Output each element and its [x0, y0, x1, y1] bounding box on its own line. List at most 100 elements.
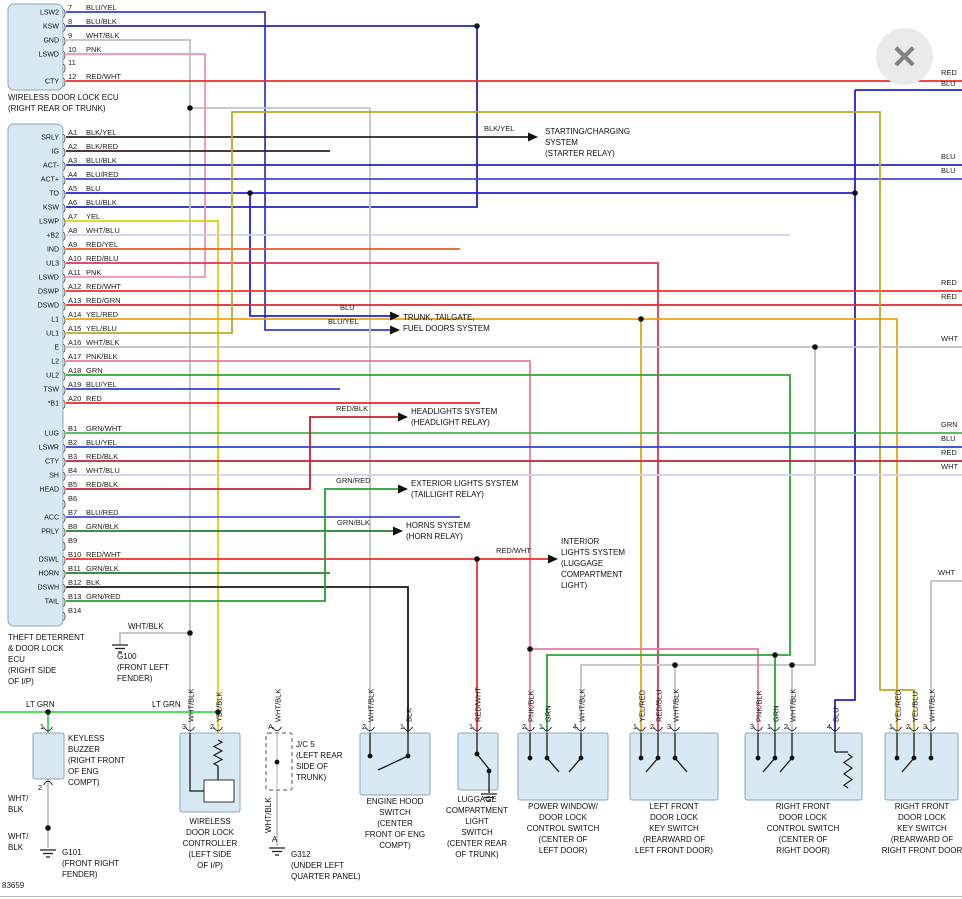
pin-bracket: ) — [63, 329, 66, 339]
system-arrow-icon — [390, 325, 400, 335]
pin-bracket-icon — [787, 726, 797, 732]
ground-label: QUARTER PANEL) — [291, 872, 361, 881]
ground-label: FENDER) — [62, 870, 98, 879]
contact-dot — [638, 755, 644, 761]
pin-signal: DSWH — [38, 585, 59, 592]
callout-text: HORNS SYSTEM — [406, 521, 470, 530]
pin-wire-label: BLU/YEL — [86, 3, 117, 12]
component-pin-number: 3 — [667, 722, 671, 731]
pin-bracket-icon — [576, 726, 586, 732]
contact-dot — [405, 753, 411, 759]
component-label: (CENTER OF — [779, 835, 828, 844]
wire-label: BLK/YEL — [484, 124, 514, 133]
component-label: DOOR LOCK — [650, 813, 699, 822]
pin-wire-label: BLU/YEL — [86, 380, 117, 389]
pin-bracket: ) — [63, 259, 66, 269]
wire — [834, 90, 856, 733]
ground-label: G101 — [62, 848, 82, 857]
pin-wire-label: BLU — [86, 184, 101, 193]
callout-text: LIGHT) — [561, 581, 588, 590]
pin-bracket: ) — [63, 485, 66, 495]
callout-text: LIGHTS SYSTEM — [561, 548, 625, 557]
pin-id: A1 — [68, 128, 77, 137]
callout-text: (HEADLIGHT RELAY) — [411, 418, 490, 427]
pin-signal: HEAD — [40, 487, 59, 494]
pin-bracket: ) — [63, 597, 66, 607]
component-label: LIGHT — [465, 817, 489, 826]
component-label: SWITCH — [461, 828, 493, 837]
component-pin-number: 4 — [573, 722, 577, 731]
wire-label: GRN/BLK — [337, 518, 370, 527]
pin-bracket: ) — [63, 611, 66, 621]
component-pin-wire-label: GRN — [544, 705, 553, 722]
pin-signal: DSWL — [39, 557, 59, 564]
contact-dot — [367, 753, 373, 759]
component-label: OF TRUNK) — [455, 850, 499, 859]
component-pin-number: 2 — [362, 722, 366, 731]
pin-bracket: ) — [63, 189, 66, 199]
pin-id: A15 — [68, 324, 81, 333]
pin-id: 9 — [68, 31, 72, 40]
callout-text: TRUNK, TAILGATE, — [403, 313, 475, 322]
wire-label: BLU/YEL — [328, 317, 359, 326]
wire — [66, 586, 409, 733]
edge-wire-label: BLU — [941, 152, 956, 161]
pin-wire-label: BLU/RED — [86, 170, 119, 179]
pin-bracket-icon — [43, 726, 53, 732]
component-label: DOOR LOCK — [539, 813, 588, 822]
pin-id: A18 — [68, 366, 81, 375]
pin-bracket-icon — [525, 726, 535, 732]
contact-dot — [544, 755, 550, 761]
pin-wire-label: WHT/BLK — [86, 31, 119, 40]
pin-bracket-icon — [892, 726, 902, 732]
wire — [66, 39, 191, 733]
pin-bracket: ) — [63, 443, 66, 453]
pin-signal: +B2 — [46, 233, 59, 240]
misc-label: WHT/ — [8, 794, 29, 803]
component-label: LEFT FRONT DOOR) — [635, 846, 713, 855]
close-button[interactable]: ✕ — [876, 28, 933, 85]
pin-bracket-icon — [272, 726, 282, 732]
wire — [190, 107, 371, 733]
pin-bracket: ) — [63, 22, 66, 32]
component-label: CONTROLLER — [183, 839, 238, 848]
pin-bracket: ) — [63, 36, 66, 46]
pin-id: A13 — [68, 296, 81, 305]
component-pin-number: 2 — [784, 722, 788, 731]
pin-id: 12 — [68, 72, 76, 81]
component-label: LEFT FRONT — [649, 802, 698, 811]
pin-id: B2 — [68, 438, 77, 447]
pin-bracket: ) — [63, 541, 66, 551]
component-pin-wire-label: GRN — [772, 705, 781, 722]
misc-label: BLK — [8, 843, 24, 852]
inner-wire — [189, 733, 204, 792]
wire — [249, 193, 390, 317]
pin-bracket-icon — [753, 726, 763, 732]
pin-wire-label: BLU/BLK — [86, 156, 117, 165]
junction-dot — [474, 23, 480, 29]
component-pin-wire-label: BLU — [832, 707, 841, 722]
wireless-door-lock-ecu-box — [7, 3, 64, 91]
component-label: LEFT DOOR) — [539, 846, 588, 855]
component-label: KEYLESS — [68, 734, 104, 743]
component-label: LUGGAGE — [457, 795, 497, 804]
wire — [66, 220, 219, 733]
misc-label: LT GRN — [152, 700, 181, 709]
pin-signal: CTY — [45, 459, 59, 466]
pin-bracket: ) — [63, 203, 66, 213]
pin-bracket-icon — [542, 726, 552, 732]
pin-bracket-icon — [830, 726, 840, 732]
edge-wire-label: BLU — [941, 166, 956, 175]
pin-bracket: ) — [63, 63, 66, 73]
component-pin-number: 1 — [469, 722, 473, 731]
component-label: (CENTER REAR — [447, 839, 507, 848]
pin-bracket: ) — [63, 527, 66, 537]
pin-wire-label: BLU/BLK — [86, 17, 117, 26]
component-label: OF ENG — [68, 767, 99, 776]
component-label: CONTROL SWITCH — [767, 824, 840, 833]
pin-wire-label: RED/BLU — [86, 254, 119, 263]
component-pin-wire-label: PNK/BLK — [755, 690, 764, 722]
pin-signal: IND — [47, 247, 59, 254]
component-pin-wire-label: WHT/BLK — [274, 689, 283, 722]
